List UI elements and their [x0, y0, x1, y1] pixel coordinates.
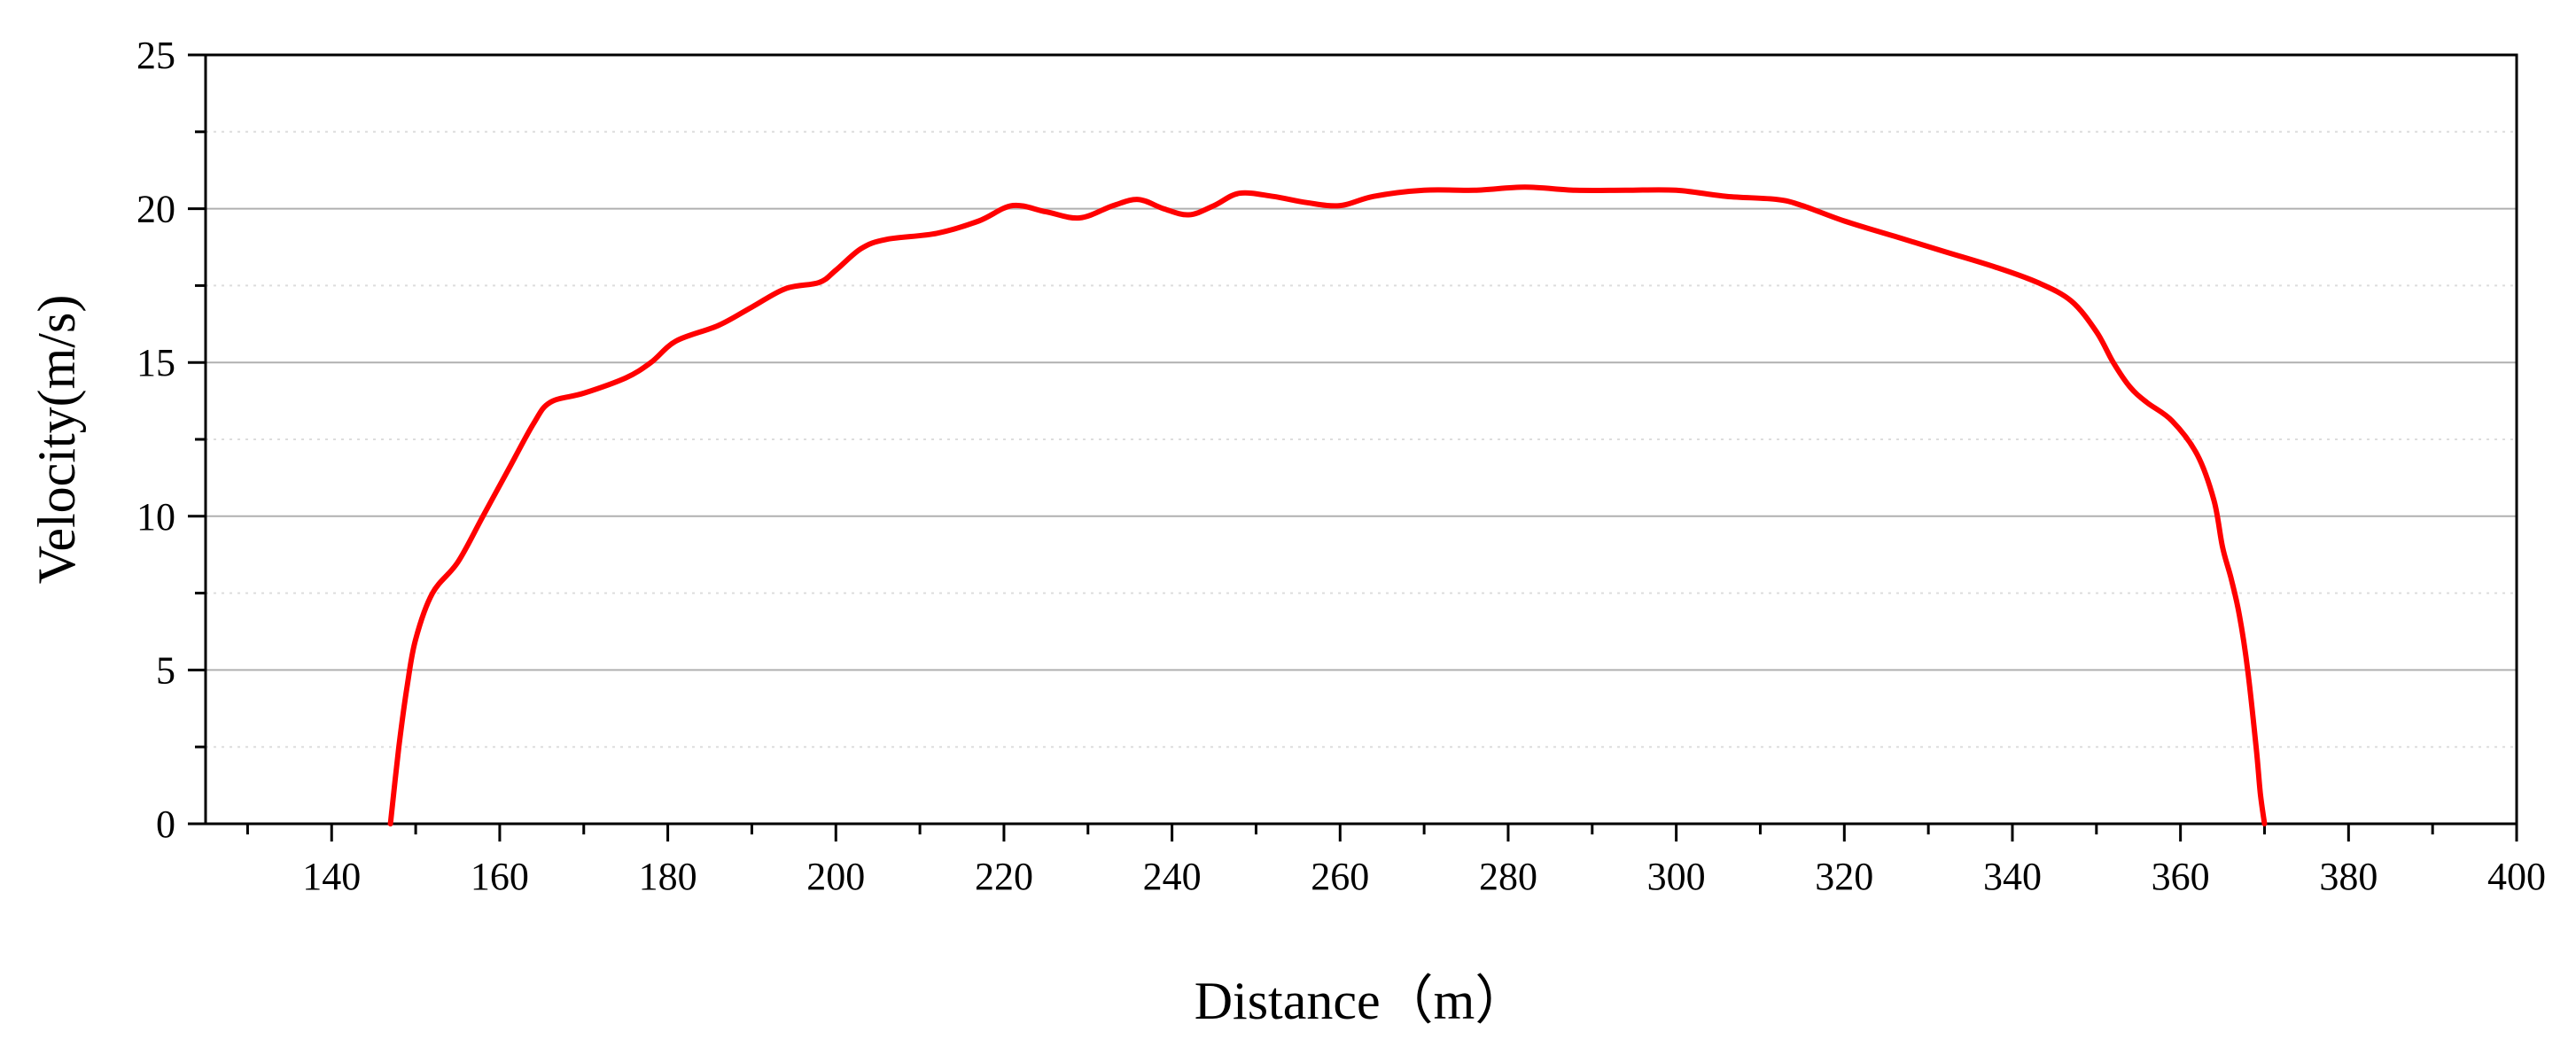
y-tick-label: 20: [136, 188, 175, 231]
y-tick-label: 5: [156, 648, 175, 692]
y-tick-label: 0: [156, 803, 175, 846]
x-tick-label: 320: [1815, 855, 1873, 898]
x-tick-label: 160: [471, 855, 529, 898]
x-tick-label: 300: [1647, 855, 1706, 898]
x-tick-label: 360: [2152, 855, 2210, 898]
x-tick-label: 200: [806, 855, 865, 898]
x-tick-label: 340: [1983, 855, 2042, 898]
x-axis-tick-labels: 140 160 180 200 220 240 260 280 300 320 340 360 380 4…: [302, 855, 2546, 898]
x-tick-label: 220: [975, 855, 1033, 898]
x-tick-label: 380: [2319, 855, 2378, 898]
series-layer: [387, 184, 2268, 826]
x-tick-label: 140: [302, 855, 361, 898]
x-tick-label: 260: [1311, 855, 1369, 898]
y-tick-label: 25: [136, 34, 175, 77]
minor-grid: [206, 130, 2517, 748]
x-axis-ticks: [245, 824, 2518, 841]
major-grid: [206, 207, 2517, 671]
x-tick-label: 180: [639, 855, 697, 898]
y-tick-label: 15: [136, 341, 175, 384]
y-axis-ticks: [188, 53, 206, 826]
x-tick-label: 280: [1479, 855, 1537, 898]
y-tick-label: 10: [136, 495, 175, 539]
velocity-series-line: [387, 184, 2268, 826]
x-tick-label: 240: [1143, 855, 1202, 898]
y-axis-tick-labels: 0 5 10 15 20 25: [136, 34, 175, 846]
x-tick-label: 400: [2487, 855, 2546, 898]
y-axis-title: Velocity(m/s): [27, 295, 86, 585]
x-axis-title: Distance（m）: [1195, 972, 1529, 1030]
